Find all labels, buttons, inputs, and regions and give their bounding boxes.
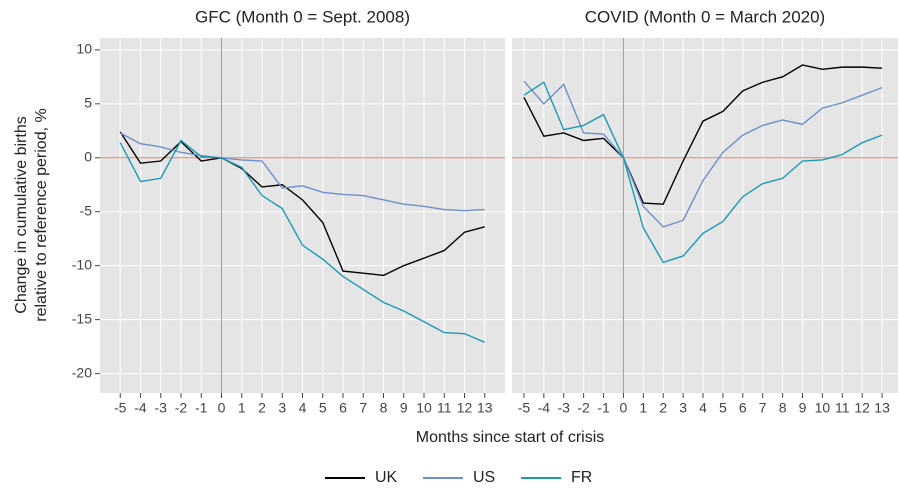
legend-label: FR <box>571 469 592 486</box>
x-axis-label: Months since start of crisis <box>416 429 605 446</box>
x-tick-label: 9 <box>799 400 807 416</box>
x-tick-label: 13 <box>477 400 493 416</box>
x-tick-label: -1 <box>195 400 208 416</box>
x-tick-label: -4 <box>538 400 551 416</box>
y-tick-label: -5 <box>80 202 93 218</box>
y-tick-label: 10 <box>76 41 92 57</box>
x-tick-label: 6 <box>339 400 347 416</box>
x-tick-label: 7 <box>359 400 367 416</box>
y-tick-label: -20 <box>72 364 92 380</box>
x-tick-label: -5 <box>114 400 127 416</box>
x-tick-label: 5 <box>719 400 727 416</box>
x-tick-label: -1 <box>597 400 610 416</box>
x-tick-label: 13 <box>874 400 890 416</box>
x-tick-label: 0 <box>620 400 628 416</box>
x-tick-label: -4 <box>134 400 147 416</box>
x-tick-label: 2 <box>659 400 667 416</box>
x-tick-label: 5 <box>319 400 327 416</box>
line <box>523 64 883 205</box>
y-tick-label: 5 <box>84 95 92 111</box>
x-tick-label: 2 <box>258 400 266 416</box>
x-tick-label: 12 <box>854 400 870 416</box>
x-tick-label: 8 <box>779 400 787 416</box>
panel-title: COVID (Month 0 = March 2020) <box>585 7 825 26</box>
line <box>523 80 883 228</box>
x-tick-label: 1 <box>238 400 246 416</box>
x-tick-label: -5 <box>518 400 531 416</box>
panel-title: GFC (Month 0 = Sept. 2008) <box>195 7 410 26</box>
x-tick-label: 11 <box>835 400 850 416</box>
x-tick-label: 9 <box>400 400 408 416</box>
legend-label: UK <box>375 469 398 486</box>
x-tick-label: 11 <box>437 400 452 416</box>
y-tick-label: -10 <box>72 256 92 272</box>
x-tick-label: 1 <box>639 400 647 416</box>
x-tick-label: 3 <box>278 400 286 416</box>
y-axis-label: relative to reference period, % <box>33 108 50 321</box>
x-tick-label: -2 <box>175 400 188 416</box>
x-tick-label: 3 <box>679 400 687 416</box>
x-tick-label: -3 <box>558 400 571 416</box>
x-tick-label: 7 <box>759 400 767 416</box>
line <box>523 81 883 264</box>
x-tick-label: -3 <box>155 400 168 416</box>
plot-background <box>512 38 898 393</box>
y-axis-label: Change in cumulative births <box>13 116 30 313</box>
y-tick-label: 0 <box>84 148 92 164</box>
x-tick-label: 4 <box>299 400 307 416</box>
line <box>119 132 485 212</box>
x-tick-label: 6 <box>739 400 747 416</box>
x-tick-label: 0 <box>218 400 226 416</box>
x-tick-label: -2 <box>577 400 590 416</box>
x-tick-label: 8 <box>380 400 388 416</box>
x-tick-label: 10 <box>815 400 831 416</box>
x-tick-label: 4 <box>699 400 707 416</box>
x-tick-label: 12 <box>457 400 473 416</box>
legend-label: US <box>473 469 495 486</box>
line <box>119 139 486 343</box>
y-tick-label: -15 <box>72 310 92 326</box>
x-tick-label: 10 <box>416 400 432 416</box>
